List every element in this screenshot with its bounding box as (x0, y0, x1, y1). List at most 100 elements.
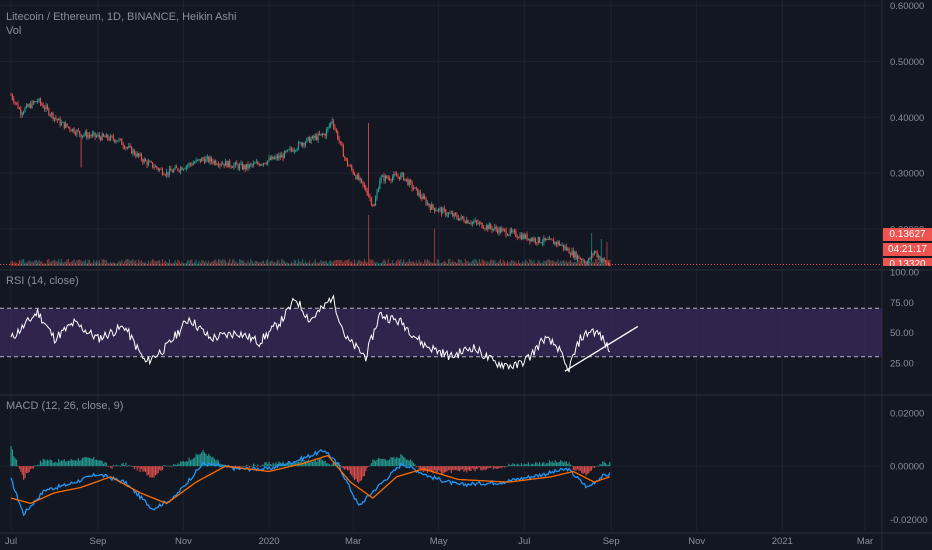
volume-bar (145, 262, 147, 266)
macd-histogram-bar (555, 462, 558, 467)
volume-bar (317, 262, 319, 266)
macd-histogram-bar (104, 461, 106, 467)
candle-body (555, 241, 558, 245)
candle-body (46, 105, 49, 109)
volume-bar (320, 259, 322, 266)
macd-histogram-bar (382, 459, 384, 467)
volume-bar (414, 263, 416, 266)
candle-body (439, 208, 441, 210)
volume-bar (318, 262, 321, 266)
volume-bar (477, 262, 479, 266)
candle-body (157, 168, 159, 170)
candle-body (351, 166, 353, 170)
volume-bar (132, 259, 134, 266)
candle-body (348, 165, 350, 167)
macd-histogram-bar (400, 454, 402, 467)
macd-histogram-bar (124, 465, 126, 467)
candle-body (310, 138, 312, 143)
macd-histogram-bar (379, 458, 381, 467)
macd-histogram-bar (394, 458, 396, 467)
candle-body (253, 163, 255, 165)
candle-body (484, 228, 486, 230)
macd-histogram-bar (440, 466, 443, 474)
macd-histogram-bar (21, 466, 23, 475)
macd-histogram-bar (410, 459, 412, 467)
candle-body (592, 253, 594, 255)
candle-body (501, 228, 503, 233)
volume-bar (288, 263, 290, 266)
macd-histogram-bar (550, 462, 552, 467)
candle-body (52, 112, 54, 120)
macd-histogram-bar (557, 462, 559, 467)
candle-body (234, 162, 236, 165)
macd-histogram-bar (537, 464, 539, 467)
volume-bar (585, 263, 587, 266)
volume-bar (16, 262, 18, 266)
candle-body (504, 229, 506, 230)
candle-body (177, 168, 179, 171)
candle-body (166, 171, 168, 176)
macd-histogram-bar (48, 460, 50, 467)
volume-bar (513, 261, 515, 266)
macd-histogram-bar (184, 461, 186, 467)
macd-histogram-bar (97, 460, 99, 467)
volume-bar (60, 259, 63, 266)
macd-histogram-bar (321, 460, 323, 467)
volume-bar (551, 260, 553, 266)
volume-bar (230, 262, 232, 266)
volume-bar (526, 261, 528, 266)
candle-body (140, 154, 142, 160)
macd-histogram-bar (60, 460, 63, 467)
volume-bar (311, 263, 314, 266)
candle-body (506, 235, 508, 236)
candle-body (488, 224, 490, 230)
macd-histogram-bar (87, 457, 89, 467)
candle-body (72, 128, 74, 132)
volume-bar (393, 263, 395, 266)
candle-body (471, 221, 473, 224)
macd-histogram-bar (509, 465, 511, 467)
volume-bar (187, 260, 189, 266)
macd-histogram-bar (196, 454, 199, 467)
volume-bar (561, 261, 563, 266)
macd-histogram-bar (569, 464, 572, 467)
candle-body (265, 163, 267, 165)
macd-histogram-bar (452, 466, 454, 470)
candle-body (108, 138, 110, 141)
macd-histogram-bar (157, 466, 159, 474)
volume-bar (188, 260, 190, 266)
volume-bar (72, 260, 74, 266)
candle-body (470, 223, 472, 225)
volume-bar (171, 263, 173, 266)
candle-body (487, 225, 489, 230)
candle-body (302, 143, 304, 146)
candle-body (136, 153, 138, 157)
candle-body (318, 133, 321, 135)
candle-body (282, 154, 284, 159)
candle-body (145, 159, 147, 162)
volume-bar (209, 262, 211, 266)
macd-histogram-bar (568, 462, 570, 467)
volume-bar (282, 259, 284, 266)
macd-histogram-bar (168, 466, 171, 467)
candle-body (330, 122, 332, 126)
volume-bar (255, 260, 257, 266)
macd-histogram-bar (185, 460, 187, 467)
macd-histogram-bar (58, 459, 60, 467)
macd-histogram-bar (246, 464, 248, 467)
macd-histogram-bar (18, 466, 20, 469)
candle-body (389, 178, 391, 180)
volume-bar (348, 258, 350, 266)
volume-bar (346, 260, 349, 266)
volume-bar (435, 263, 437, 266)
candle-body (345, 157, 347, 161)
candle-body (73, 128, 75, 133)
volume-bar (384, 260, 386, 266)
candle-body (530, 238, 532, 242)
price-axis-tick: 0.30000 (890, 169, 924, 180)
volume-bar (227, 261, 229, 266)
volume-bar (417, 263, 419, 266)
volume-bar (446, 263, 448, 266)
macd-histogram-bar (55, 461, 57, 467)
